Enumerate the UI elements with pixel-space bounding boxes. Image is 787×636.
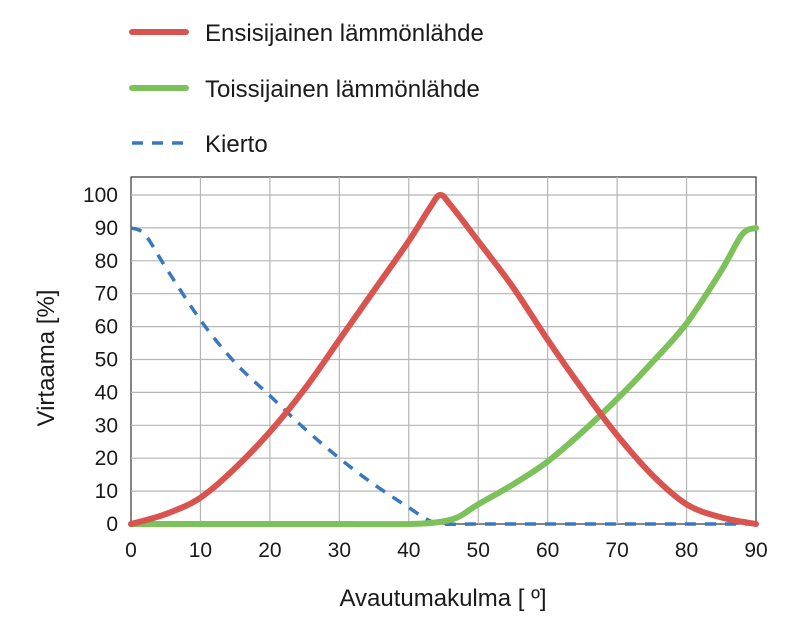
y-tick-label: 60 bbox=[95, 316, 118, 339]
x-tick-label: 90 bbox=[744, 539, 767, 562]
legend-label-1: Ensisijainen lämmönlähde bbox=[205, 20, 484, 47]
series-line-1 bbox=[128, 191, 759, 527]
x-tick-label: 0 bbox=[125, 539, 137, 562]
y-tick-label: 80 bbox=[95, 250, 118, 273]
x-axis-ticks: 0 10 20 30 40 50 60 70 80 90 bbox=[125, 539, 768, 562]
series-line-2 bbox=[128, 224, 759, 528]
x-axis-title: Avautumakulma [ º] bbox=[339, 585, 546, 612]
legend-label-2: Toissijainen lämmönlähde bbox=[205, 76, 480, 103]
y-axis-ticks: 0 10 20 30 40 50 60 70 80 90 100 bbox=[83, 184, 118, 536]
y-tick-label: 40 bbox=[95, 381, 118, 404]
x-tick-label: 20 bbox=[258, 539, 281, 562]
y-tick-label: 100 bbox=[83, 184, 118, 207]
series-group bbox=[128, 191, 759, 528]
x-tick-label: 10 bbox=[189, 539, 212, 562]
y-tick-label: 20 bbox=[95, 447, 118, 470]
x-tick-label: 40 bbox=[397, 539, 420, 562]
y-tick-label: 0 bbox=[106, 513, 118, 536]
y-tick-label: 30 bbox=[95, 414, 118, 437]
y-tick-label: 10 bbox=[95, 480, 118, 503]
y-tick-label: 70 bbox=[95, 283, 118, 306]
x-tick-label: 70 bbox=[605, 539, 628, 562]
x-tick-label: 30 bbox=[328, 539, 351, 562]
series-line-3 bbox=[130, 226, 756, 526]
y-tick-label: 90 bbox=[95, 217, 118, 240]
x-tick-label: 50 bbox=[467, 539, 490, 562]
y-axis-title: Virtaama [%] bbox=[33, 290, 60, 427]
y-tick-label: 50 bbox=[95, 349, 118, 372]
legend: Ensisijainen lämmönlähde Toissijainen läm… bbox=[129, 20, 484, 158]
x-tick-label: 60 bbox=[536, 539, 559, 562]
legend-label-3: Kierto bbox=[205, 131, 268, 158]
x-tick-label: 80 bbox=[675, 539, 698, 562]
